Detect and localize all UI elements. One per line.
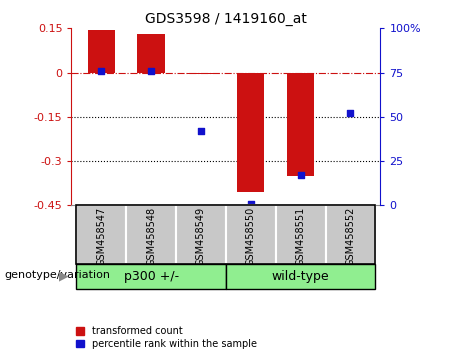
FancyBboxPatch shape — [226, 205, 276, 264]
Text: genotype/variation: genotype/variation — [5, 270, 111, 280]
Legend: transformed count, percentile rank within the sample: transformed count, percentile rank withi… — [77, 326, 257, 349]
Point — [347, 110, 354, 116]
Point — [148, 68, 155, 74]
Bar — [237, 73, 265, 192]
Bar — [337, 73, 364, 74]
FancyBboxPatch shape — [77, 264, 226, 289]
Point — [297, 172, 304, 178]
Text: GSM458551: GSM458551 — [296, 207, 306, 266]
Text: wild-type: wild-type — [272, 270, 330, 282]
FancyBboxPatch shape — [325, 205, 375, 264]
Point — [197, 128, 205, 134]
Bar — [88, 30, 115, 73]
FancyBboxPatch shape — [176, 205, 226, 264]
Bar — [137, 34, 165, 73]
Point — [98, 68, 105, 74]
Title: GDS3598 / 1419160_at: GDS3598 / 1419160_at — [145, 12, 307, 26]
FancyBboxPatch shape — [77, 205, 126, 264]
Text: GSM458550: GSM458550 — [246, 207, 256, 266]
Text: p300 +/-: p300 +/- — [124, 270, 179, 282]
Text: GSM458548: GSM458548 — [146, 207, 156, 266]
FancyBboxPatch shape — [126, 205, 176, 264]
Bar — [287, 73, 314, 176]
FancyBboxPatch shape — [276, 205, 325, 264]
Point — [247, 201, 254, 206]
Text: ▶: ▶ — [59, 269, 68, 282]
Text: GSM458547: GSM458547 — [96, 207, 106, 266]
Text: GSM458549: GSM458549 — [196, 207, 206, 266]
Bar — [187, 73, 215, 74]
FancyBboxPatch shape — [226, 264, 375, 289]
Text: GSM458552: GSM458552 — [345, 207, 355, 267]
